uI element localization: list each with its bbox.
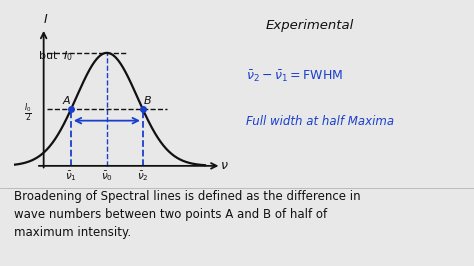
Text: $\bar{\nu}_1$: $\bar{\nu}_1$ — [65, 169, 77, 183]
Text: Full width at half Maxima: Full width at half Maxima — [246, 115, 394, 128]
Text: B: B — [144, 96, 151, 106]
Text: A: A — [63, 96, 70, 106]
Text: I: I — [44, 14, 48, 27]
Text: $\bar{\nu}_2$: $\bar{\nu}_2$ — [137, 169, 149, 183]
Text: $\nu$: $\nu$ — [220, 159, 229, 172]
Text: $\bar{\nu}_0$: $\bar{\nu}_0$ — [101, 169, 113, 183]
Text: Experimental: Experimental — [265, 19, 354, 32]
Text: but  $I_0$: but $I_0$ — [38, 49, 73, 63]
Text: $\bar{\nu}_2 - \bar{\nu}_1 = \mathrm{FWHM}$: $\bar{\nu}_2 - \bar{\nu}_1 = \mathrm{FWH… — [246, 68, 344, 84]
Text: Broadening of Spectral lines is defined as the difference in
wave numbers betwee: Broadening of Spectral lines is defined … — [14, 190, 361, 239]
Text: $\frac{I_0}{2}$: $\frac{I_0}{2}$ — [24, 101, 32, 124]
